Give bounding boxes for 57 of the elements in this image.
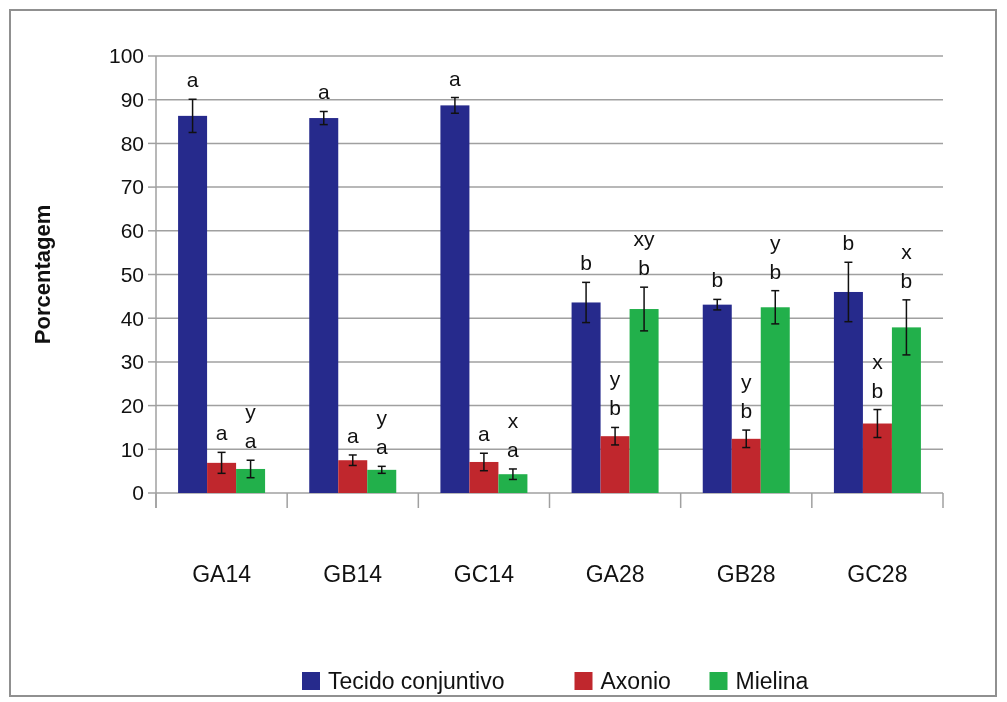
y-tick-label: 30	[120, 350, 144, 374]
data-label: x a	[507, 408, 520, 461]
data-label: a	[186, 68, 199, 92]
y-tick-label: 100	[108, 44, 144, 68]
bar	[571, 302, 601, 493]
x-tick-label: GA14	[192, 561, 252, 588]
data-label: x b	[871, 349, 884, 402]
bar	[702, 304, 732, 493]
bar	[891, 327, 921, 493]
y-tick-label: 50	[120, 262, 144, 286]
bar	[731, 438, 761, 493]
data-label: a	[449, 66, 462, 90]
data-label: b	[711, 268, 724, 292]
y-tick-label: 90	[120, 88, 144, 112]
bar	[629, 309, 659, 493]
bar	[469, 461, 499, 493]
data-label: a	[478, 422, 491, 446]
y-tick-label: 20	[120, 393, 144, 417]
data-label: x b	[900, 239, 913, 292]
bar	[207, 462, 237, 493]
data-label: y b	[740, 370, 753, 423]
legend-label: Mielina	[735, 668, 809, 695]
data-label: y a	[375, 406, 388, 459]
bar	[440, 105, 470, 493]
y-tick-label: 70	[120, 175, 144, 199]
data-label: a	[215, 421, 228, 445]
bar	[338, 460, 368, 493]
bar	[309, 118, 339, 493]
y-tick-label: 80	[120, 131, 144, 155]
bar	[178, 115, 208, 493]
bar	[760, 307, 790, 493]
data-label: y a	[244, 400, 257, 453]
bar	[600, 436, 630, 493]
data-label: b	[580, 251, 592, 275]
y-axis-title: Porcentagem	[30, 204, 55, 345]
legend-label: Tecido conjuntivo	[328, 668, 505, 695]
data-label: a	[317, 80, 330, 104]
data-label: a	[346, 423, 359, 447]
x-tick-label: GB14	[323, 561, 383, 588]
bar	[498, 474, 528, 493]
legend-label: Axonio	[600, 668, 671, 695]
y-tick-label: 0	[132, 481, 144, 505]
y-tick-label: 60	[120, 219, 144, 243]
x-tick-label: GA28	[585, 561, 645, 588]
data-label: b	[842, 231, 855, 255]
x-tick-label: GC14	[453, 561, 515, 588]
y-tick-label: 10	[120, 437, 144, 461]
bar	[862, 423, 892, 493]
bar	[833, 291, 863, 493]
bar	[236, 468, 266, 493]
bar	[367, 469, 397, 493]
y-tick-label: 40	[120, 306, 144, 330]
x-tick-label: GB28	[716, 561, 776, 588]
x-tick-label: GC28	[847, 561, 908, 588]
data-label: y b	[609, 367, 621, 420]
data-label: y b	[769, 230, 782, 283]
data-label: xy b	[633, 227, 656, 280]
